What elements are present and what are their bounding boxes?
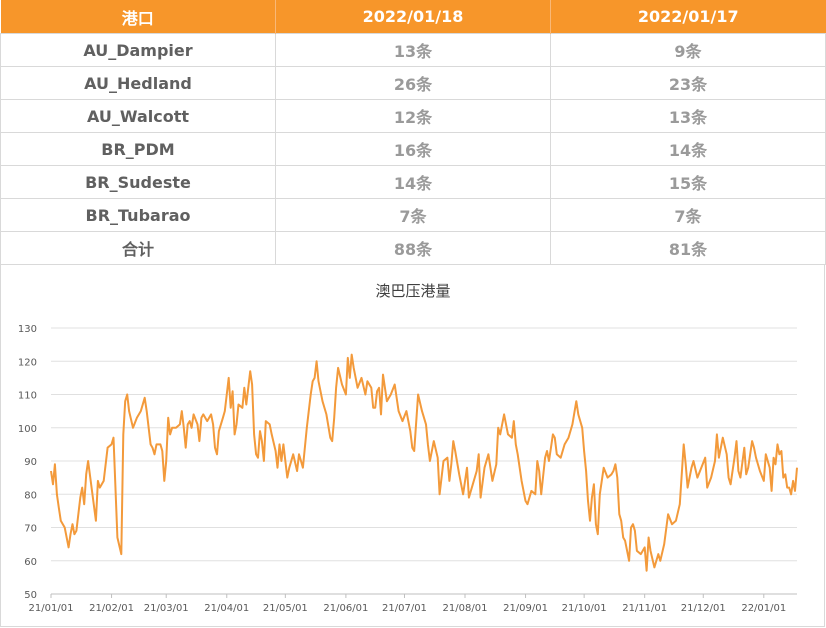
y-tick-label: 70 [24,524,37,535]
port-name: AU_Hedland [0,66,276,100]
x-tick-label: 21/06/01 [323,603,368,614]
x-tick-label: 21/10/01 [562,603,607,614]
total-label: 合计 [0,231,276,265]
x-tick-label: 21/07/01 [382,603,427,614]
y-tick-label: 120 [18,357,37,368]
table-row: AU_Hedland 26条 23条 [0,66,826,100]
port-name: BR_PDM [0,132,276,166]
chart-title: 澳巴压港量 [375,282,451,300]
port-name: AU_Dampier [0,33,276,67]
count-cell: 9条 [550,33,826,67]
series-line [50,353,798,572]
header-date-1: 2022/01/18 [275,0,551,34]
y-axis-ticks: 50 60 70 80 90 100 110 120 130 [18,324,37,601]
table-row: AU_Dampier 13条 9条 [0,33,826,67]
y-tick-label: 60 [24,557,37,568]
x-tick-label: 21/11/01 [622,603,667,614]
count-cell: 7条 [550,198,826,232]
total-cell: 88条 [275,231,551,265]
x-tick-label: 21/02/01 [89,603,134,614]
series-group [50,353,798,572]
x-tick-label: 21/03/01 [144,603,189,614]
table-row: AU_Walcott 12条 13条 [0,99,826,133]
header-port: 港口 [0,0,276,34]
count-cell: 7条 [275,198,551,232]
count-cell: 13条 [275,33,551,67]
x-tick-label: 21/08/01 [443,603,488,614]
port-name: AU_Walcott [0,99,276,133]
x-tick-label: 21/05/01 [263,603,308,614]
header-date-2: 2022/01/17 [550,0,826,34]
x-tick-label: 22/01/01 [741,603,786,614]
y-tick-label: 110 [18,391,37,402]
port-name: BR_Tubarao [0,198,276,232]
table-row: BR_Tubarao 7条 7条 [0,198,826,232]
total-cell: 81条 [550,231,826,265]
table-header-row: 港口 2022/01/18 2022/01/17 [0,0,826,34]
y-tick-label: 130 [18,324,37,335]
count-cell: 14条 [275,165,551,199]
count-cell: 15条 [550,165,826,199]
x-tick-label: 21/12/01 [681,603,726,614]
x-axis-ticks: 21/01/01 21/02/01 21/03/01 21/04/01 21/05/01… [29,594,786,614]
port-table: 港口 2022/01/18 2022/01/17 AU_Dampier 13条 … [0,0,826,265]
y-tick-label: 100 [18,424,37,435]
chart-frame [0,265,825,627]
count-cell: 23条 [550,66,826,100]
x-tick-label: 21/09/01 [503,603,548,614]
table-row: BR_Sudeste 14条 15条 [0,165,826,199]
count-cell: 26条 [275,66,551,100]
count-cell: 14条 [550,132,826,166]
table-row: BR_PDM 16条 14条 [0,132,826,166]
x-tick-label: 21/01/01 [29,603,74,614]
count-cell: 12条 [275,99,551,133]
y-tick-label: 80 [24,490,37,501]
y-tick-label: 50 [24,590,37,601]
table-total-row: 合计 88条 81条 [0,231,826,265]
x-tick-label: 21/04/01 [204,603,249,614]
port-name: BR_Sudeste [0,165,276,199]
count-cell: 16条 [275,132,551,166]
count-cell: 13条 [550,99,826,133]
y-tick-label: 90 [24,457,37,468]
